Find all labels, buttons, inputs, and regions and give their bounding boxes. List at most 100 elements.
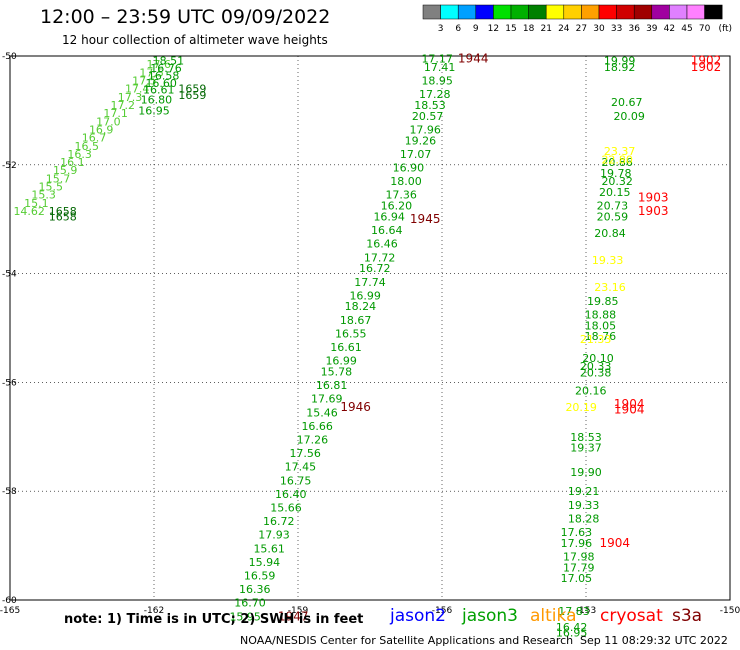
data-point-label: 15.1 xyxy=(24,197,49,210)
data-point-label: 18.24 xyxy=(345,300,377,313)
data-point-label: 18.05 xyxy=(585,319,617,332)
colorbar-swatch xyxy=(598,4,617,20)
data-point-label: 18.53 xyxy=(414,99,446,112)
data-point-label: 18.51 xyxy=(153,54,185,67)
data-point-label: 17.41 xyxy=(424,61,456,74)
legend-s3a: s3a xyxy=(672,606,703,626)
data-point-label: 15.3 xyxy=(31,189,56,202)
data-point-label: 19.78 xyxy=(600,167,632,180)
data-point-label: 18.95 xyxy=(421,74,453,87)
data-point-label: 15.5 xyxy=(39,181,64,194)
data-point-label: 17.1 xyxy=(103,107,128,120)
data-point-label: 1904 xyxy=(600,536,631,550)
data-point-label: 17.05 xyxy=(561,572,593,585)
data-point-label: 14.62 xyxy=(13,205,45,218)
colorbar-swatch xyxy=(510,4,529,20)
data-point-label: 15.7 xyxy=(46,172,71,185)
data-point-label: 19.90 xyxy=(570,466,602,479)
data-point-label: 19.21 xyxy=(568,485,600,498)
data-point-label: 17.72 xyxy=(364,251,396,264)
data-point-label: 17.17 xyxy=(421,53,453,66)
data-point-label: 16.59 xyxy=(244,570,276,583)
data-point-label: 15.9 xyxy=(53,164,78,177)
data-point-label: 16.7 xyxy=(82,132,107,145)
data-point-label: 15.94 xyxy=(249,556,281,569)
data-point-label: 17.36 xyxy=(385,189,417,202)
data-point-label: 16.75 xyxy=(280,474,312,487)
data-point-label: 19.37 xyxy=(570,442,602,455)
data-point-label: 16.55 xyxy=(335,327,367,340)
colorbar-label: 24 xyxy=(558,24,570,34)
data-point-label: 15.95 xyxy=(229,610,261,623)
colorbar-label: 45 xyxy=(681,24,692,34)
data-point-label: 17.69 xyxy=(311,393,343,406)
data-labels: 14.6215.115.315.515.715.916.116.316.516.… xyxy=(13,52,721,640)
colorbar-swatch xyxy=(440,4,459,20)
data-point-label: 17.96 xyxy=(409,123,441,136)
data-point-label: 20.32 xyxy=(601,175,633,188)
data-point-label: 20.84 xyxy=(594,227,626,240)
page-subtitle: 12 hour collection of altimeter wave hei… xyxy=(62,33,328,47)
data-point-label: 1902 xyxy=(691,53,722,67)
data-point-label: 1659 xyxy=(178,83,206,96)
legend-jason2: jason2 xyxy=(390,606,446,626)
data-point-label: 17.28 xyxy=(419,88,451,101)
data-point-label: 1946 xyxy=(340,400,371,414)
data-point-label: 17.93 xyxy=(258,529,290,542)
colorbar-swatch xyxy=(563,4,582,20)
data-point-label: 23.37 xyxy=(604,145,636,158)
data-point-label: 16.46 xyxy=(366,238,398,251)
y-tick-label: -58 xyxy=(2,487,17,497)
legend-jason3: jason3 xyxy=(462,606,518,626)
y-tick-label: -54 xyxy=(2,270,17,280)
data-point-label: 23.16 xyxy=(594,281,626,294)
data-point-label: 17.74 xyxy=(354,276,386,289)
data-point-label: 1904 xyxy=(614,403,645,417)
data-point-label: 17.5 xyxy=(139,66,164,79)
data-point-label: 15.46 xyxy=(306,406,338,419)
data-point-label: 20.16 xyxy=(575,385,607,398)
colorbar-swatch xyxy=(457,4,477,20)
timestamp: Sep 11 08:29:32 UTC 2022 xyxy=(580,634,728,647)
colorbar-swatch xyxy=(686,4,705,20)
x-tick-label: -165 xyxy=(0,606,20,616)
y-tick-label: -60 xyxy=(2,596,17,606)
colorbar-label: 12 xyxy=(488,24,499,34)
data-point-label: 17.2 xyxy=(111,99,136,112)
data-point-label: 18.67 xyxy=(340,314,372,327)
x-tick-label: -162 xyxy=(144,606,164,616)
data-point-label: 1945 xyxy=(410,212,441,226)
data-point-label: 17.3 xyxy=(118,91,143,104)
colorbar: 3 6 9 12 15 18 21 24 27 30 33 36 39 42 45 70 (ft) xyxy=(422,4,732,34)
note: note: 1) Time is in UTC; 2) SWH is in fe… xyxy=(64,612,364,627)
colorbar-label: 33 xyxy=(611,24,622,34)
data-point-label: 16.61 xyxy=(143,84,175,97)
data-point-label: 16.94 xyxy=(373,210,405,223)
data-point-label: 16.70 xyxy=(234,597,266,610)
credit: NOAA/NESDIS Center for Satellite Applica… xyxy=(240,634,574,647)
y-tick-label: -52 xyxy=(2,161,17,171)
data-point-label: 16.80 xyxy=(141,94,173,107)
colorbar-swatch xyxy=(633,4,653,20)
data-point-label: 1658 xyxy=(49,210,77,223)
data-point-label: 20.33 xyxy=(580,360,612,373)
data-point-label: 19.85 xyxy=(587,295,619,308)
data-point-label: 1944 xyxy=(458,52,489,66)
data-point-label: 16.66 xyxy=(301,420,333,433)
data-point-label: 20.10 xyxy=(582,352,614,365)
page-title: 12:00 – 23:59 UTC 09/09/2022 xyxy=(40,6,331,28)
data-point-label: 16.9 xyxy=(89,123,114,136)
data-point-label: 19.33 xyxy=(568,499,600,512)
data-point-label: 1658 xyxy=(49,205,77,218)
data-point-label: 16.40 xyxy=(275,488,307,501)
data-point-label: 16.5 xyxy=(75,140,100,153)
data-point-label: 19.26 xyxy=(405,134,437,147)
data-point-label: 16.72 xyxy=(263,515,295,528)
data-point-label: 16.42 xyxy=(556,621,588,634)
colorbar-swatch xyxy=(475,4,494,20)
legend-altika: altika xyxy=(530,606,577,626)
data-point-label: 16.81 xyxy=(316,379,348,392)
data-point-label: 17.26 xyxy=(297,434,329,447)
grid xyxy=(9,55,731,601)
